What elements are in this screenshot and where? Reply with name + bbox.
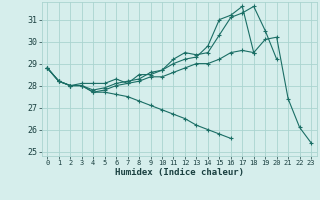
- X-axis label: Humidex (Indice chaleur): Humidex (Indice chaleur): [115, 168, 244, 177]
